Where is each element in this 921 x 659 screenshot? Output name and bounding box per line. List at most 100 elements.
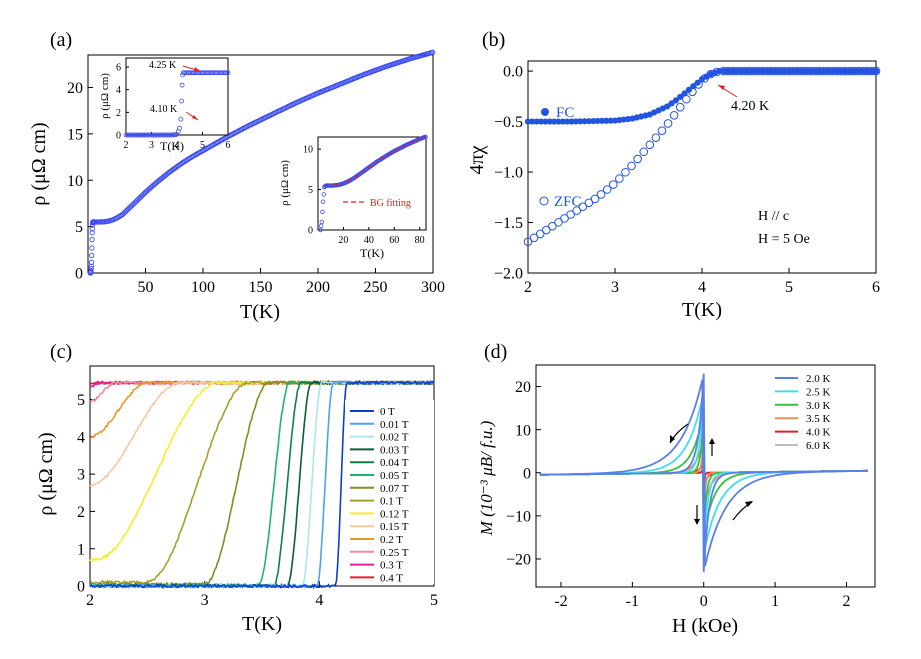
panel-c-axes: 2 3 4 5 0 1 2 3 4 5 xyxy=(77,392,438,609)
panel-c-xlabel: T(K) xyxy=(242,613,282,635)
zfc-data-point xyxy=(548,221,557,231)
legend-label: 0.04 T xyxy=(380,457,409,469)
zfc-data-point xyxy=(584,198,594,208)
y-tick-label: 5 xyxy=(75,219,83,236)
y-tick-label: 10 xyxy=(515,422,531,439)
inset1-data-point xyxy=(146,132,152,138)
zfc-data-point xyxy=(784,66,794,76)
fc-data-point xyxy=(872,67,880,75)
inset1-data-point xyxy=(134,132,140,138)
inset2-data-point xyxy=(423,134,428,139)
inset1-data-point xyxy=(125,132,130,138)
x-tick-label: 200 xyxy=(306,279,330,296)
data-point xyxy=(88,268,94,274)
panel-b-legend-fc: FC xyxy=(556,105,574,121)
zfc-data-point xyxy=(621,167,630,177)
legend-label: 0 T xyxy=(380,406,395,418)
y-tick-label: 10 xyxy=(303,145,313,156)
zfc-data-point xyxy=(789,66,798,76)
zfc-data-point xyxy=(590,194,600,204)
inset1-data-point xyxy=(135,132,141,138)
panel-b-annotation-field: H = 5 Oe xyxy=(758,232,810,247)
y-tick-label: 1 xyxy=(77,541,85,558)
inset2-data-point xyxy=(320,199,326,204)
panel-b: (b) 2 3 4 5 6 0.0 −0.5 −1.0 −1.5 −2.0 T(K) 4πχ FC… xyxy=(466,29,881,321)
zfc-data-point xyxy=(828,66,837,76)
inset1-data-point xyxy=(163,132,169,138)
magnetization-loop-down xyxy=(539,373,868,567)
x-tick-label: 2 xyxy=(86,592,94,609)
y-tick-label: −1.5 xyxy=(494,215,523,232)
zfc-data-point xyxy=(645,140,655,150)
y-tick-label: 0 xyxy=(523,465,531,482)
panel-label-d: (d) xyxy=(484,341,507,363)
inset2-data-point xyxy=(319,219,325,225)
inset1-data-point xyxy=(151,132,156,138)
legend-label: 0.3 T xyxy=(380,560,403,572)
inset1-data-point xyxy=(179,82,185,88)
inset1-data-point xyxy=(157,132,163,138)
y-tick-label: −0.5 xyxy=(494,114,523,131)
legend-label: 2.5 K xyxy=(806,386,831,398)
zfc-data-point xyxy=(732,66,742,76)
legend-label: 6.0 K xyxy=(806,440,831,452)
inset1-data-point xyxy=(138,132,144,138)
inset1-data-point xyxy=(166,132,172,138)
panel-b-annotation-field-dir: H // c xyxy=(758,209,789,224)
zfc-data-point xyxy=(793,66,803,76)
x-tick-label: 2 xyxy=(842,593,850,610)
inset1-data-point xyxy=(167,132,173,138)
panel-a-data xyxy=(87,49,436,276)
data-point xyxy=(88,266,94,272)
y-tick-label: −2.0 xyxy=(494,266,523,283)
inset2-xlabel: T(K) xyxy=(360,246,384,260)
panel-label-a: (a) xyxy=(50,29,72,51)
zfc-data-point xyxy=(771,66,781,76)
zfc-data-point xyxy=(776,66,785,76)
zfc-data-point xyxy=(560,214,569,223)
zfc-data-point xyxy=(836,66,846,76)
zfc-data-point xyxy=(663,119,673,128)
zfc-data-point xyxy=(863,66,872,76)
y-tick-label: −1.0 xyxy=(494,165,523,182)
zfc-data-point xyxy=(749,66,759,76)
zfc-data-point xyxy=(615,174,624,183)
zfc-data-point xyxy=(657,126,667,135)
inset1-data-point xyxy=(126,132,132,138)
x-tick-label: 50 xyxy=(138,279,154,296)
inset1-data-point xyxy=(137,132,143,138)
inset1-data-point xyxy=(148,132,153,138)
zfc-data-point xyxy=(719,66,729,76)
inset1-frame xyxy=(125,57,229,136)
inset1-data-point xyxy=(164,132,170,138)
data-point xyxy=(89,230,95,236)
inset1-data-point xyxy=(158,132,164,138)
inset1-data-point xyxy=(123,132,129,138)
zfc-data-point xyxy=(845,66,855,76)
zfc-data-point xyxy=(712,67,722,77)
x-tick-label: 5 xyxy=(430,592,438,609)
panel-b-xlabel: T(K) xyxy=(682,299,722,321)
x-tick-label: -1 xyxy=(626,593,639,610)
x-tick-label: -2 xyxy=(554,593,567,610)
zfc-data-point xyxy=(797,66,807,76)
zfc-data-point xyxy=(602,185,612,194)
fc-data-point xyxy=(668,100,675,107)
zfc-data-point xyxy=(706,69,716,79)
data-point xyxy=(88,263,94,269)
zfc-data-point xyxy=(554,217,563,227)
x-tick-label: 0 xyxy=(700,593,708,610)
inset1-arrowhead-425 xyxy=(194,67,200,71)
x-tick-label: 4 xyxy=(698,279,706,296)
legend-label: 0.25 T xyxy=(380,547,409,559)
inset1-data-point xyxy=(152,132,158,138)
x-tick-label: 100 xyxy=(191,279,215,296)
x-tick-label: 60 xyxy=(389,235,399,246)
y-tick-label: 10 xyxy=(67,173,83,190)
panel-c-legend: 0 T0.01 T0.02 T0.03 T0.04 T0.05 T0.07 T0… xyxy=(345,400,434,584)
zfc-data-point xyxy=(578,202,588,212)
panel-d: (d) -2 -1 0 1 2 −20 −10 0 10 20 2.0 K2.5 K 3.0 K3.… xyxy=(477,341,876,637)
panel-d-arrowhead-down xyxy=(694,519,700,525)
y-tick-label: 0 xyxy=(75,266,83,283)
